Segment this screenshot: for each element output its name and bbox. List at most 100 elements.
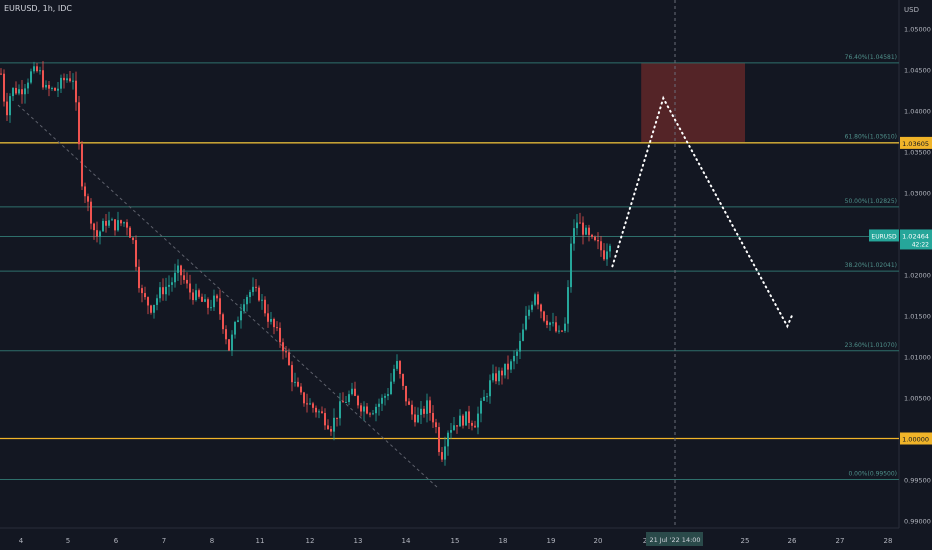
candle xyxy=(447,430,449,456)
candle xyxy=(147,296,149,315)
candle xyxy=(396,354,398,371)
candle xyxy=(246,294,248,312)
candle xyxy=(411,400,413,420)
candle xyxy=(231,330,233,356)
candle-body xyxy=(549,322,551,325)
candle xyxy=(18,84,20,96)
candle xyxy=(366,403,368,415)
candle xyxy=(192,288,194,305)
candle-body xyxy=(204,299,206,302)
candle xyxy=(510,359,512,373)
candle-body xyxy=(585,227,587,235)
candle xyxy=(78,96,80,150)
candle xyxy=(525,306,527,331)
candle-body xyxy=(147,297,149,306)
candle xyxy=(267,304,269,328)
candle-body xyxy=(459,415,461,427)
candle-body xyxy=(303,392,305,404)
candle xyxy=(372,410,374,416)
key-level-tag-label: 1.00000 xyxy=(902,436,929,444)
candle xyxy=(552,312,554,327)
candle-body xyxy=(603,250,605,260)
candle-body xyxy=(111,219,113,221)
candle xyxy=(483,389,485,401)
candle-body xyxy=(582,222,584,235)
candle-body xyxy=(402,374,404,386)
candle-body xyxy=(258,287,260,301)
candle xyxy=(498,367,500,386)
candle-body xyxy=(300,386,302,393)
candle xyxy=(465,411,467,426)
candle-body xyxy=(567,287,569,324)
candle-body xyxy=(531,304,533,310)
candle-body xyxy=(609,245,611,252)
price-symbol-label: EURUSD xyxy=(871,233,897,240)
candle-body xyxy=(174,272,176,283)
candle-body xyxy=(21,89,23,95)
candle xyxy=(477,406,479,435)
candle-body xyxy=(405,385,407,402)
candle-body xyxy=(66,78,68,81)
candle-body xyxy=(384,395,386,398)
candle xyxy=(348,390,350,405)
candle-body xyxy=(489,380,491,397)
candle xyxy=(159,282,161,303)
candle xyxy=(141,284,143,303)
candle-body xyxy=(456,425,458,427)
candle-body xyxy=(162,287,164,295)
candle-body xyxy=(573,228,575,244)
candle-body xyxy=(327,425,329,430)
candle xyxy=(378,398,380,416)
candle xyxy=(312,401,314,413)
candle-body xyxy=(435,422,437,428)
candle xyxy=(297,377,299,388)
candle xyxy=(51,86,53,91)
candle-body xyxy=(543,311,545,321)
candle-body xyxy=(51,87,53,89)
candle xyxy=(504,363,506,379)
candle xyxy=(339,392,341,426)
candle-body xyxy=(138,266,140,289)
candle-body xyxy=(24,88,26,95)
candle-body xyxy=(216,295,218,299)
y-tick-label: 0.99500 xyxy=(904,477,931,485)
crosshair-time-label: 21 Jul '22 14:00 xyxy=(649,536,700,544)
trend-line xyxy=(17,104,439,489)
candle xyxy=(243,298,245,314)
candle xyxy=(318,409,320,419)
candle-body xyxy=(501,370,503,376)
fib-label: 0.00%(0.99500) xyxy=(848,471,897,478)
candle-body xyxy=(447,432,449,447)
candle xyxy=(594,235,596,242)
candle-body xyxy=(27,82,29,89)
candle-body xyxy=(321,411,323,414)
candle xyxy=(576,213,578,236)
candle xyxy=(108,211,110,228)
candle-body xyxy=(378,403,380,407)
candle xyxy=(492,364,494,383)
candle-body xyxy=(99,231,101,237)
x-tick-label: 14 xyxy=(402,537,411,545)
candle xyxy=(216,293,218,302)
y-tick-label: 1.03500 xyxy=(904,149,931,157)
candle xyxy=(90,198,92,230)
price-value-tag xyxy=(900,229,932,250)
candle xyxy=(489,374,491,404)
candle-body xyxy=(108,220,110,226)
candle xyxy=(264,296,266,317)
candle-body xyxy=(357,395,359,406)
candle xyxy=(276,321,278,332)
candle-body xyxy=(261,299,263,301)
candle-body xyxy=(462,415,464,426)
candle-body xyxy=(165,286,167,295)
candle xyxy=(39,66,41,75)
candle-body xyxy=(207,299,209,308)
candle-body xyxy=(90,201,92,224)
candle-body xyxy=(3,73,5,102)
candle xyxy=(414,406,416,427)
candle xyxy=(15,81,17,96)
candle xyxy=(24,84,26,104)
candle-body xyxy=(129,227,131,238)
